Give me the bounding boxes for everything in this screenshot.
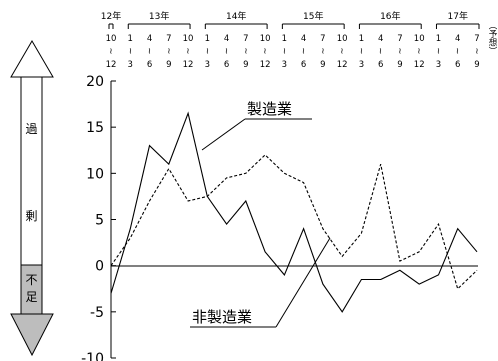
quarter-start-label: 4 <box>455 34 460 44</box>
quarter-tilde: ~ <box>355 47 365 54</box>
quarter-end-label: 9 <box>320 60 325 70</box>
quarter-end-label: 3 <box>436 60 441 70</box>
excess-shortage-arrow: 過 剰 不 足 <box>10 40 54 357</box>
quarter-tilde: ~ <box>105 47 115 54</box>
quarter-start-label: 7 <box>474 34 479 44</box>
y-tick-label: 20 <box>86 74 104 90</box>
quarter-start-label: 7 <box>397 34 402 44</box>
quarter-start-label: 4 <box>147 34 152 44</box>
year-label: 12年 <box>101 10 121 22</box>
quarter-end-label: 12 <box>106 60 117 70</box>
arrow-label-shortage-1: 不 <box>25 273 37 287</box>
quarter-start-label: 4 <box>224 34 229 44</box>
y-tick-label: -10 <box>81 351 104 361</box>
year-label: 17年 <box>448 10 468 22</box>
quarter-end-label: 9 <box>243 60 248 70</box>
quarter-start-label: 7 <box>243 34 248 44</box>
quarter-end-label: 12 <box>414 60 425 70</box>
quarter-tilde: ~ <box>201 47 211 54</box>
y-tick-label: 5 <box>95 213 104 229</box>
quarter-tilde: ~ <box>317 47 327 54</box>
quarter-start-label: 1 <box>282 34 287 44</box>
quarter-tilde: ~ <box>221 47 231 54</box>
quarter-tilde: ~ <box>432 47 442 54</box>
arrow-label-excess-1: 過 <box>25 122 37 136</box>
leader-line-manufacturing <box>201 118 246 151</box>
quarter-end-label: 3 <box>205 60 210 70</box>
quarter-tilde: ~ <box>163 47 173 54</box>
quarter-tilde: ~ <box>394 47 404 54</box>
series-group <box>110 111 478 313</box>
quarter-end-label: 9 <box>397 60 402 70</box>
quarter-end-label: 12 <box>337 60 348 70</box>
period-header: 12年 13年 14年 15年 16年 17年 10 ~12 1 ~3 4 ~6 7 ~9 10 ~12 1 ~3… <box>101 10 497 70</box>
y-tick-label: 0 <box>95 259 104 275</box>
arrow-label-shortage-2: 足 <box>25 290 37 304</box>
quarter-tilde: ~ <box>278 47 288 54</box>
quarter-start-label: 1 <box>436 34 441 44</box>
quarter-start-label: 4 <box>378 34 383 44</box>
arrow-head-bottom <box>10 313 54 357</box>
quarter-tilde: ~ <box>182 47 192 54</box>
quarter-start-label: 10 <box>414 34 425 44</box>
quarter-end-label: 12 <box>183 60 194 70</box>
forecast-note: （予想） <box>487 21 497 55</box>
arrow-head-top <box>10 40 54 78</box>
quarter-tilde: ~ <box>471 47 481 54</box>
quarter-end-label: 3 <box>128 60 133 70</box>
quarter-start-label: 10 <box>106 34 117 44</box>
quarter-tilde: ~ <box>298 47 308 54</box>
quarter-start-label: 1 <box>359 34 364 44</box>
y-tick-group: 20 15 10 5 0 -5 -10 <box>81 74 116 361</box>
quarter-end-label: 6 <box>224 60 229 70</box>
quarter-tilde: ~ <box>452 47 462 54</box>
y-tick-label: -5 <box>90 305 104 321</box>
quarter-tilde: ~ <box>259 47 269 54</box>
quarter-tilde: ~ <box>144 47 154 54</box>
quarter-tilde: ~ <box>124 47 134 54</box>
quarter-start-label: 7 <box>320 34 325 44</box>
quarter-start-label: 10 <box>183 34 194 44</box>
quarter-start-label: 10 <box>337 34 348 44</box>
quarter-start-label: 4 <box>301 34 306 44</box>
quarter-tilde: ~ <box>336 47 346 54</box>
quarter-end-label: 3 <box>359 60 364 70</box>
quarter-end-label: 9 <box>474 60 479 70</box>
quarter-end-label: 6 <box>147 60 152 70</box>
quarter-start-label: 10 <box>260 34 271 44</box>
quarter-tilde: ~ <box>413 47 423 54</box>
arrow-shaft-white <box>20 76 43 266</box>
leader-line-nonmanufacturing <box>275 237 331 328</box>
series-label-manufacturing: 製造業 <box>247 100 292 118</box>
quarter-start-label: 1 <box>205 34 210 44</box>
y-tick-label: 15 <box>86 120 104 136</box>
quarter-end-label: 6 <box>455 60 460 70</box>
year-label: 16年 <box>380 10 400 22</box>
quarter-end-label: 3 <box>282 60 287 70</box>
year-label: 15年 <box>303 10 323 22</box>
quarter-tilde: ~ <box>240 47 250 54</box>
series-label-nonmanufacturing: 非製造業 <box>192 308 252 326</box>
series-line-nonmanufacturing <box>110 154 478 290</box>
year-label: 14年 <box>226 10 246 22</box>
quarter-end-label: 6 <box>301 60 306 70</box>
quarter-end-label: 12 <box>260 60 271 70</box>
quarter-end-label: 6 <box>378 60 383 70</box>
quarter-start-label: 1 <box>128 34 133 44</box>
year-label: 13年 <box>149 10 169 22</box>
quarter-start-label: 7 <box>166 34 171 44</box>
y-tick-label: 10 <box>86 166 104 182</box>
arrow-label-excess-2: 剰 <box>25 209 37 223</box>
quarter-tilde: ~ <box>375 47 385 54</box>
quarter-end-label: 9 <box>166 60 171 70</box>
series-line-manufacturing <box>110 111 478 313</box>
